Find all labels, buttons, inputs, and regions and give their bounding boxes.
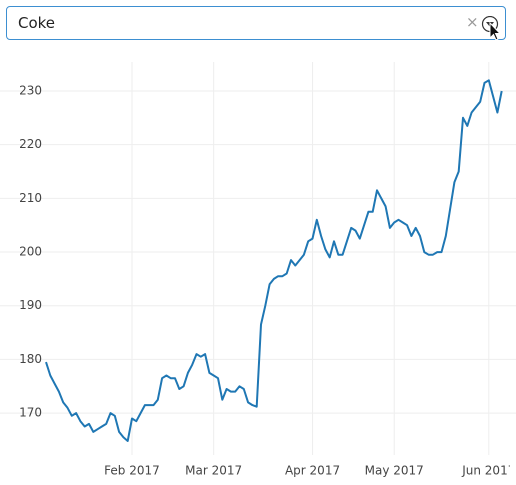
axis-labels: 170 180 190 200 210 220 230 Feb 2017 Mar 2017 Apr…: [19, 83, 515, 478]
x-tick-label: Mar 2017: [185, 464, 242, 478]
line: [45, 79, 503, 442]
x-tick-label: Feb 2017: [104, 464, 160, 478]
x-tick-label: Apr 2017: [285, 464, 340, 478]
y-tick-label: 170: [19, 406, 42, 420]
y-tick-label: 210: [19, 191, 42, 205]
x-tick-label: Jun 2017: [461, 464, 515, 478]
dropdown-value: Coke: [18, 14, 56, 32]
caret-icon[interactable]: [481, 16, 503, 42]
dropdown[interactable]: Coke ×: [6, 6, 506, 42]
y-tick-label: 190: [19, 298, 42, 312]
x-tick-label: May 2017: [365, 464, 424, 478]
grid: [0, 62, 516, 455]
y-tick-label: 220: [19, 137, 42, 151]
clear-icon[interactable]: ×: [466, 13, 479, 31]
y-tick-label: 200: [19, 245, 42, 259]
y-tick-label: 230: [19, 83, 42, 97]
plot: [45, 79, 503, 442]
y-tick-label: 180: [19, 352, 42, 366]
